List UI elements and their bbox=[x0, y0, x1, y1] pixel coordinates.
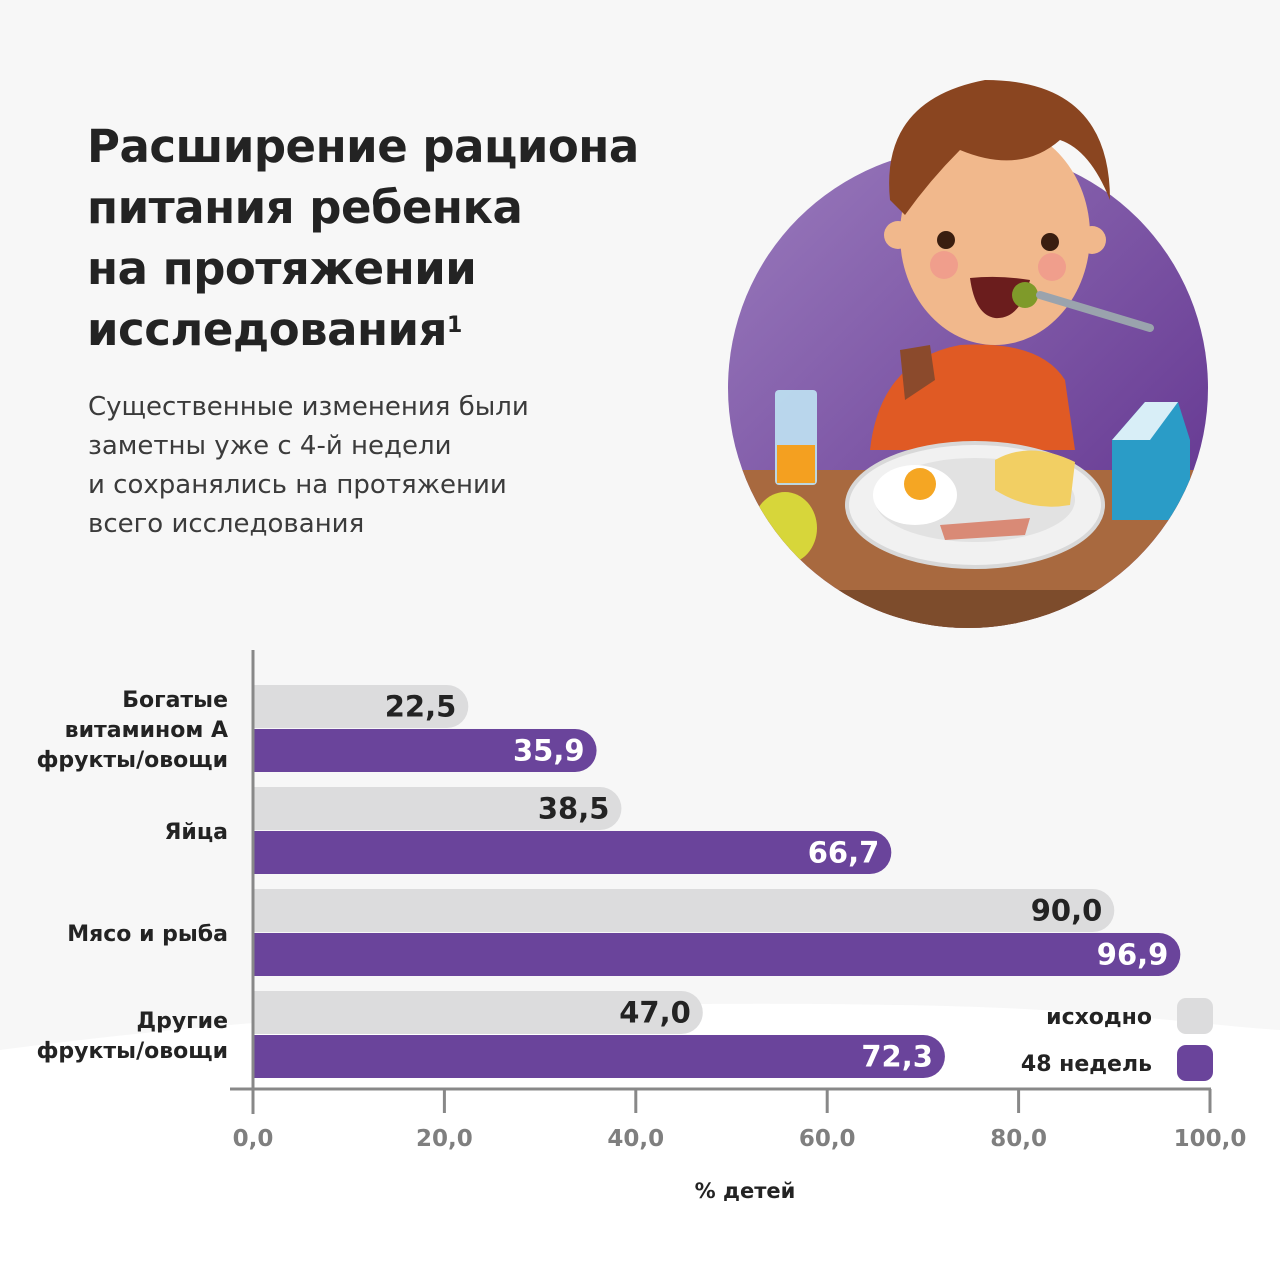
title-line: Расширение рациона bbox=[87, 120, 639, 173]
category-label: Богатые bbox=[122, 688, 228, 713]
x-tick-label: 0,0 bbox=[233, 1126, 274, 1152]
subtitle-line: и сохранялись на протяжении bbox=[88, 470, 507, 500]
x-tick-label: 20,0 bbox=[416, 1126, 473, 1152]
legend-label: 48 недель bbox=[1021, 1052, 1152, 1077]
bar-baseline bbox=[253, 787, 622, 830]
bar-baseline bbox=[253, 889, 1115, 932]
legend-label: исходно bbox=[1046, 1005, 1152, 1030]
bar-week48 bbox=[253, 831, 892, 874]
data-label: 66,7 bbox=[808, 836, 880, 870]
x-tick-label: 80,0 bbox=[990, 1126, 1047, 1152]
subtitle-line: заметны уже с 4-й недели bbox=[88, 431, 452, 461]
footnote-mark: 1 bbox=[446, 313, 462, 338]
bar-week48 bbox=[253, 1035, 945, 1078]
subtitle-line: Существенные изменения были bbox=[88, 392, 529, 422]
category-label: фрукты/овощи bbox=[37, 748, 228, 773]
data-label: 38,5 bbox=[538, 792, 610, 826]
data-label: 96,9 bbox=[1097, 938, 1169, 972]
bar-baseline bbox=[253, 991, 703, 1034]
legend-swatch bbox=[1177, 1045, 1213, 1081]
bar-week48 bbox=[253, 933, 1181, 976]
subtitle: Существенные изменения были заметны уже … bbox=[88, 388, 608, 544]
data-label: 90,0 bbox=[1031, 894, 1103, 928]
category-label: витамином А bbox=[65, 718, 228, 743]
data-label: 35,9 bbox=[513, 734, 585, 768]
x-axis-label: % детей bbox=[695, 1179, 796, 1203]
data-label: 22,5 bbox=[385, 690, 457, 724]
bar-week48 bbox=[253, 729, 597, 772]
legend-swatch bbox=[1177, 998, 1213, 1034]
title-line: на протяжении bbox=[87, 242, 477, 295]
data-label: 72,3 bbox=[861, 1040, 933, 1074]
category-label: Яйца bbox=[164, 820, 228, 845]
category-label: Мясо и рыба bbox=[67, 922, 228, 947]
title-line: исследования bbox=[87, 303, 447, 356]
subtitle-line: всего исследования bbox=[88, 509, 365, 539]
title-line: питания ребенка bbox=[87, 181, 523, 234]
category-label: фрукты/овощи bbox=[37, 1039, 228, 1064]
x-tick-label: 100,0 bbox=[1174, 1126, 1247, 1152]
category-label: Другие bbox=[136, 1009, 228, 1034]
x-tick-label: 40,0 bbox=[607, 1126, 664, 1152]
page-title: Расширение рациона питания ребенка на пр… bbox=[87, 116, 639, 360]
data-label: 47,0 bbox=[619, 996, 691, 1030]
bar-baseline bbox=[253, 685, 469, 728]
x-tick-label: 60,0 bbox=[799, 1126, 856, 1152]
boy-eating-illustration bbox=[728, 80, 1208, 628]
